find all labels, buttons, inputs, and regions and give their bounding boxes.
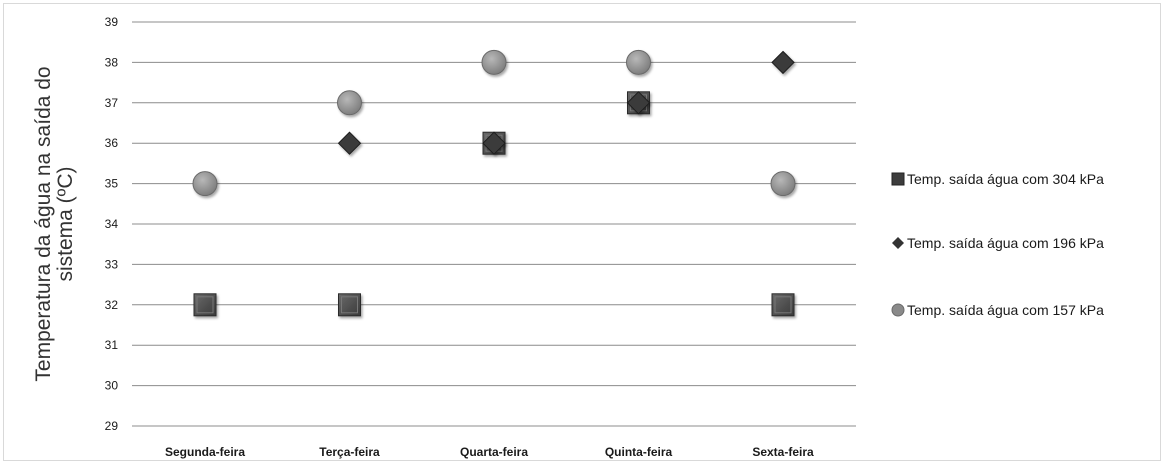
y-tick-label: 32 [105,298,119,312]
x-category-label: Quinta-feira [605,445,673,459]
y-tick-label: 29 [105,419,119,433]
x-category-label: Terça-feira [319,445,380,459]
x-category-label: Sexta-feira [752,445,814,459]
point-circle-2 [337,90,362,116]
y-axis-title-line: sistema (ºC) [54,166,77,281]
point-circle-1 [192,171,218,197]
point-circle-5 [770,171,796,197]
point-square-5 [771,293,795,317]
y-tick-label: 37 [105,96,119,110]
y-tick-label: 34 [105,217,119,231]
y-tick-label: 38 [105,55,119,69]
x-category-label: Quarta-feira [460,445,528,459]
y-axis-title-line: Temperatura da água na saída do [32,66,55,381]
x-axis-categories: Segunda-feira Terça-feira Quarta-feira Quin… [165,445,814,459]
legend-entry: Temp. saída água com 196 kPa [892,235,1104,251]
y-tick-label: 36 [105,136,119,150]
legend-entry: Temp. saída água com 157 kPa [891,302,1104,318]
legend-diamond-icon [892,237,904,249]
legend-square-icon [891,172,905,186]
point-diamond-4 [626,91,651,115]
y-tick-label: 35 [105,177,119,191]
legend-circle-icon [891,303,905,317]
legend-label: Temp. saída água com 196 kPa [907,235,1104,251]
gridlines [132,21,856,427]
point-diamond-2 [337,131,362,155]
legend-entry: Temp. saída água com 304 kPa [891,171,1104,187]
legend-label: Temp. saída água com 157 kPa [907,302,1104,318]
point-square-1 [193,293,217,317]
data-points [192,49,796,317]
point-diamond-3 [482,131,506,155]
point-square-2 [338,293,361,317]
y-tick-label: 33 [105,257,119,271]
y-tick-label: 39 [105,15,119,29]
point-diamond-5 [771,50,795,75]
point-circle-4 [626,49,651,75]
y-axis-ticks: 29 30 31 32 33 34 35 36 37 38 39 [105,15,119,433]
chart-frame [3,3,1161,461]
legend-label: Temp. saída água com 304 kPa [907,171,1104,187]
y-tick-label: 31 [105,338,119,352]
x-category-label: Segunda-feira [165,445,245,459]
legend: Temp. saída água com 304 kPa Temp. saída … [891,171,1104,318]
y-axis-title-text: Temperatura da água na saída dosistema (… [32,66,77,381]
point-circle-3 [481,49,507,75]
y-tick-label: 30 [105,379,119,393]
y-axis-title: Temperatura da água na saída dosistema (… [32,66,77,381]
